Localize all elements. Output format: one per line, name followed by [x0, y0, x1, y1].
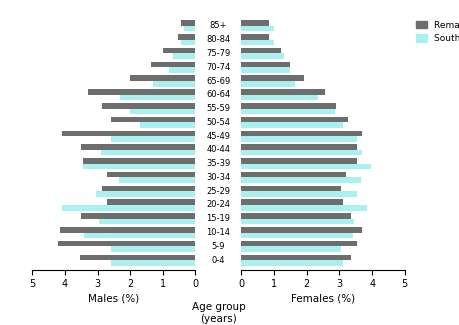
Text: 55-59: 55-59: [206, 104, 230, 113]
Bar: [241, 186, 341, 191]
Bar: [241, 158, 357, 164]
Bar: [169, 67, 195, 73]
Bar: [130, 75, 195, 81]
Bar: [241, 191, 357, 197]
Bar: [83, 158, 195, 164]
Bar: [241, 48, 280, 53]
Bar: [241, 241, 357, 246]
Bar: [241, 109, 334, 114]
Bar: [95, 191, 195, 197]
Bar: [60, 227, 195, 233]
Bar: [241, 205, 366, 211]
Text: 65-69: 65-69: [206, 76, 230, 85]
Bar: [107, 172, 195, 177]
Bar: [177, 34, 195, 40]
Bar: [241, 103, 336, 109]
Bar: [241, 260, 342, 266]
Bar: [241, 122, 342, 128]
Text: 10-14: 10-14: [206, 228, 230, 237]
Bar: [241, 62, 290, 67]
Bar: [151, 62, 195, 67]
Bar: [162, 48, 195, 53]
Text: 45-49: 45-49: [206, 132, 230, 141]
Bar: [241, 34, 269, 40]
Bar: [241, 150, 362, 155]
Bar: [120, 95, 195, 100]
Bar: [110, 246, 195, 252]
Text: 15-19: 15-19: [206, 214, 230, 223]
Bar: [140, 122, 195, 128]
Bar: [241, 227, 362, 233]
Bar: [130, 109, 195, 114]
Bar: [241, 81, 295, 86]
Bar: [58, 241, 195, 246]
Bar: [110, 117, 195, 122]
Bar: [172, 53, 195, 59]
Bar: [241, 254, 350, 260]
Bar: [241, 40, 274, 45]
Bar: [241, 144, 357, 150]
Bar: [84, 233, 195, 238]
X-axis label: Females (%): Females (%): [291, 294, 354, 304]
Bar: [180, 40, 195, 45]
Bar: [241, 89, 324, 95]
Bar: [81, 213, 195, 219]
Text: 0-4: 0-4: [211, 255, 225, 265]
Bar: [101, 150, 195, 155]
X-axis label: Males (%): Males (%): [88, 294, 139, 304]
Bar: [79, 254, 195, 260]
Bar: [241, 131, 362, 136]
Bar: [99, 219, 195, 224]
Bar: [241, 233, 352, 238]
Text: 85+: 85+: [209, 21, 227, 31]
Text: 5-9: 5-9: [211, 242, 225, 251]
Bar: [241, 219, 353, 224]
Bar: [241, 136, 357, 142]
Bar: [180, 20, 195, 26]
Bar: [81, 144, 195, 150]
Text: 35-39: 35-39: [206, 159, 230, 168]
Text: 40-44: 40-44: [206, 145, 230, 154]
Text: 70-74: 70-74: [206, 63, 230, 72]
Bar: [102, 103, 195, 109]
Bar: [241, 26, 274, 32]
Bar: [88, 89, 195, 95]
Bar: [83, 164, 195, 169]
Bar: [241, 164, 369, 169]
Bar: [241, 246, 341, 252]
Bar: [107, 200, 195, 205]
Bar: [241, 172, 345, 177]
Bar: [241, 95, 318, 100]
Bar: [62, 205, 195, 211]
Bar: [241, 53, 283, 59]
Bar: [241, 20, 269, 26]
Text: 25-29: 25-29: [206, 187, 230, 196]
Bar: [153, 81, 195, 86]
Bar: [241, 67, 290, 73]
Text: 75-79: 75-79: [206, 49, 230, 58]
Bar: [184, 26, 195, 32]
Bar: [118, 177, 195, 183]
Bar: [110, 136, 195, 142]
Text: Age group
(years): Age group (years): [191, 302, 245, 324]
Bar: [241, 200, 342, 205]
Text: 60-64: 60-64: [206, 90, 230, 99]
Text: 30-34: 30-34: [206, 173, 230, 182]
Legend: Remainder of State, South-east Queensland SDs: Remainder of State, South-east Queenslan…: [415, 21, 459, 43]
Bar: [62, 131, 195, 136]
Bar: [110, 260, 195, 266]
Text: 20-24: 20-24: [206, 201, 230, 210]
Bar: [241, 117, 347, 122]
Bar: [102, 186, 195, 191]
Text: 50-54: 50-54: [206, 118, 230, 127]
Bar: [241, 213, 350, 219]
Text: 80-84: 80-84: [206, 35, 230, 44]
Bar: [241, 75, 303, 81]
Bar: [241, 177, 360, 183]
